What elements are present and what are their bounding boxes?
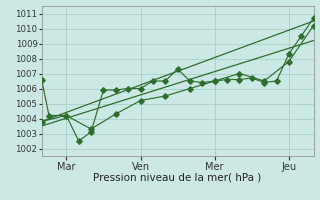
X-axis label: Pression niveau de la mer( hPa ): Pression niveau de la mer( hPa ) xyxy=(93,173,262,183)
